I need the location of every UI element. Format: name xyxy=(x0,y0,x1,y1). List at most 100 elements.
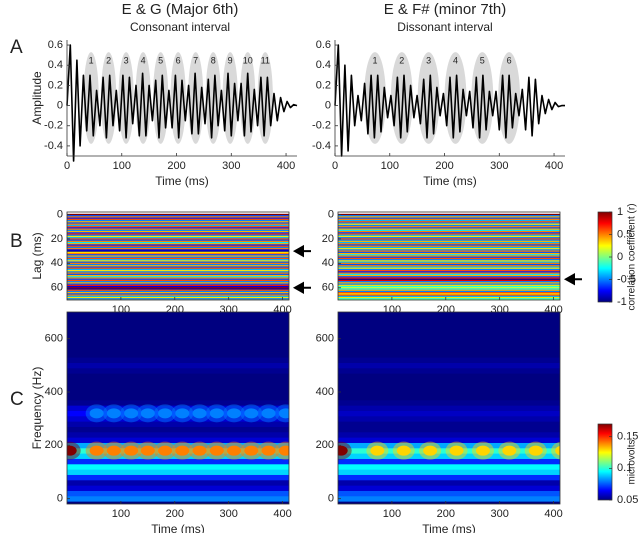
lag-band xyxy=(338,285,560,288)
frequency-band xyxy=(338,394,560,401)
frequency-band xyxy=(67,362,289,369)
lag-band xyxy=(67,294,289,297)
y-tick-label: 20 xyxy=(51,233,63,245)
frequency-band xyxy=(67,325,289,331)
y-axis-label: Lag (ms) xyxy=(30,232,44,279)
colorbar-tick-label: 0.5 xyxy=(617,228,632,240)
lag-band xyxy=(338,256,560,259)
lag-band xyxy=(338,224,560,227)
plot-frame xyxy=(66,211,290,301)
y-tick-label: 200 xyxy=(45,439,63,451)
cycle-label: 2 xyxy=(106,55,111,65)
lag-band xyxy=(338,244,560,246)
chart-spectrogram: 100 200 300 400 0 200 400 600 Time (ms) Frequency… xyxy=(30,311,292,533)
frequency-band xyxy=(338,474,560,481)
lag-band xyxy=(67,263,289,266)
burst xyxy=(528,445,543,456)
frequency-band xyxy=(67,320,289,326)
lag-band xyxy=(67,213,289,216)
lag-band xyxy=(338,254,560,256)
plot-area xyxy=(338,312,560,504)
frequency-band xyxy=(338,469,560,475)
lag-band xyxy=(338,293,560,295)
burst xyxy=(89,445,104,456)
frequency-band xyxy=(67,314,289,321)
lag-band xyxy=(338,288,560,290)
chart-waveform: 1 2 3 4 5 6 0 100 200 300 400 0.6 0.4 0.2 0 -0.2 -0.4 Tim… xyxy=(312,39,565,188)
frequency-band xyxy=(67,464,289,470)
frequency-band xyxy=(338,416,560,422)
lag-band xyxy=(338,215,560,217)
waveform-line xyxy=(66,44,298,162)
x-tick-label: 300 xyxy=(490,160,508,172)
colorbar-tick-label: 0.05 xyxy=(617,494,638,506)
x-tick-label: 400 xyxy=(277,160,295,172)
frequency-band xyxy=(67,400,289,406)
lag-band xyxy=(67,273,289,276)
burst xyxy=(423,445,438,456)
frequency-band xyxy=(338,378,560,385)
frequency-band xyxy=(338,341,560,347)
frequency-band xyxy=(67,330,289,337)
lag-band xyxy=(338,230,560,233)
frequency-band xyxy=(67,341,289,347)
lag-band xyxy=(67,259,289,261)
x-tick-label: 100 xyxy=(381,160,399,172)
y-tick-label: 0.6 xyxy=(48,39,63,51)
lag-band xyxy=(67,256,289,259)
lag-band xyxy=(338,227,560,229)
lag-band xyxy=(67,257,289,260)
lag-band xyxy=(338,245,560,248)
lag-band xyxy=(67,262,289,265)
burst xyxy=(140,408,155,419)
lag-band xyxy=(338,217,560,220)
arrow xyxy=(292,244,311,258)
lag-band xyxy=(67,224,289,227)
lag-band xyxy=(338,237,560,239)
lag-band xyxy=(338,218,560,221)
frequency-band xyxy=(67,490,289,497)
column-subtitle: Consonant interval xyxy=(130,20,230,34)
burst-halo xyxy=(551,441,560,460)
y-tick-label: 0.4 xyxy=(48,59,63,71)
lag-band xyxy=(67,239,289,242)
lag-band xyxy=(67,298,289,300)
x-tick-label: 100 xyxy=(112,508,130,520)
lag-band xyxy=(67,271,289,273)
lag-band xyxy=(67,285,289,288)
lag-band xyxy=(67,218,289,221)
frequency-band xyxy=(338,384,560,390)
y-tick-label: 40 xyxy=(51,257,63,269)
lag-band xyxy=(338,259,560,261)
burst xyxy=(124,408,139,419)
y-tick-label: 60 xyxy=(51,282,63,294)
lag-band xyxy=(67,219,289,222)
lag-band xyxy=(67,288,289,290)
frequency-band xyxy=(67,437,289,443)
lag-band xyxy=(67,255,289,257)
lag-band xyxy=(67,276,289,278)
burst xyxy=(140,445,155,456)
frequency-band xyxy=(338,336,560,342)
frequency-band xyxy=(67,346,289,353)
y-tick-label: 600 xyxy=(45,333,63,345)
lag-band xyxy=(338,284,560,287)
y-tick-label: 60 xyxy=(322,282,334,294)
lag-band xyxy=(67,283,289,286)
frequency-band xyxy=(338,373,560,379)
lag-band xyxy=(338,213,560,216)
lag-band xyxy=(338,241,560,244)
burst xyxy=(555,445,560,456)
frequency-band xyxy=(67,485,289,491)
y-tick-label: 600 xyxy=(316,333,334,345)
lag-band xyxy=(338,281,560,283)
lag-band xyxy=(338,274,560,277)
colorbar-tick-label: 0.1 xyxy=(617,462,632,474)
lag-band xyxy=(67,228,289,231)
cycle-label: 8 xyxy=(211,55,216,65)
frequency-band xyxy=(67,474,289,481)
cycle-label: 1 xyxy=(89,55,94,65)
y-tick-label: 0 xyxy=(325,99,331,111)
frequency-band xyxy=(338,490,560,497)
frequency-band xyxy=(67,453,289,459)
